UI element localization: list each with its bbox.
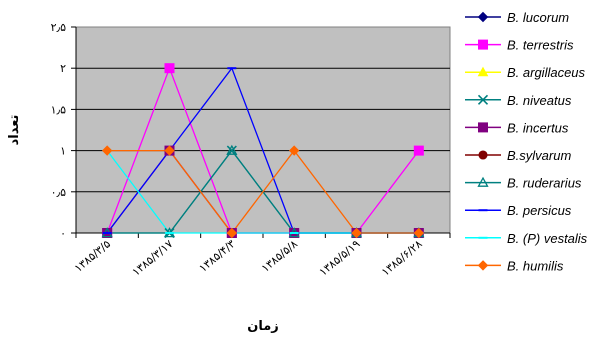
data-point [164,145,175,156]
data-point [351,227,362,239]
data-point [413,145,424,156]
x-tick-label: ۱۳۸۵/۵/۸ [259,237,300,275]
y-axis-title: تعداد [7,115,22,146]
y-tick-label: ۰٫۵ [51,186,66,199]
data-point [478,150,488,160]
data-point [477,260,489,271]
series-markers [101,63,425,239]
y-tick-label: ۱٫۵ [51,103,66,116]
legend-label: B. terrestris [507,38,574,53]
legend-label: B. lucorum [507,10,569,25]
data-point [477,11,489,23]
data-point [477,176,489,187]
x-tick-label: ۱۳۸۵/۵/۱۹ [317,237,363,278]
data-point [477,66,489,77]
x-tick-label: ۱۳۸۵/۶/۲۸ [379,237,425,278]
legend-label: B. ruderarius [507,176,582,191]
series-line [107,149,419,235]
y-tick-label: ۱ [60,145,66,158]
legend-label: B. incertus [507,120,569,135]
series-lines [106,66,420,235]
plot-area [75,26,451,234]
data-point [477,94,489,105]
y-tick-label: ۲٫۵ [51,21,66,34]
data-point [478,39,488,50]
data-point [164,63,175,74]
data-point [226,227,238,239]
data-point [288,145,300,156]
legend-label: B. argillaceus [507,65,586,80]
legend-label: B.sylvarum [507,148,571,163]
data-point [413,227,425,239]
x-tick-label: ۱۳۸۵/۴/۳ [197,237,238,275]
y-tick-label: ۰ [60,227,66,240]
y-tick-labels: ۰ ۰٫۵ ۱ ۱٫۵ ۲ ۲٫۵ [51,21,66,240]
legend-label: B. humilis [507,258,564,273]
legend: B. lucorum B. terrestris B. argillaceus B. … [465,10,588,273]
x-axis-title: زمان [247,319,279,334]
x-tick-labels: ۱۳۸۵/۳/۵ ۱۳۸۵/۳/۱۷ ۱۳۸۵/۴/۳ ۱۳۸۵/۵/۸ ۱۳۸۵/۵/… [72,237,425,278]
legend-label: B. persicus [507,203,572,218]
data-point [226,144,238,155]
y-tick-label: ۲ [60,62,66,75]
data-point [478,122,488,133]
x-tick-label: ۱۳۸۵/۳/۱۷ [130,237,176,278]
legend-label: B. niveatus [507,93,572,108]
legend-label: B. (P) vestalis [507,231,588,246]
x-tick-label: ۱۳۸۵/۳/۵ [72,237,113,275]
data-point [101,145,113,156]
